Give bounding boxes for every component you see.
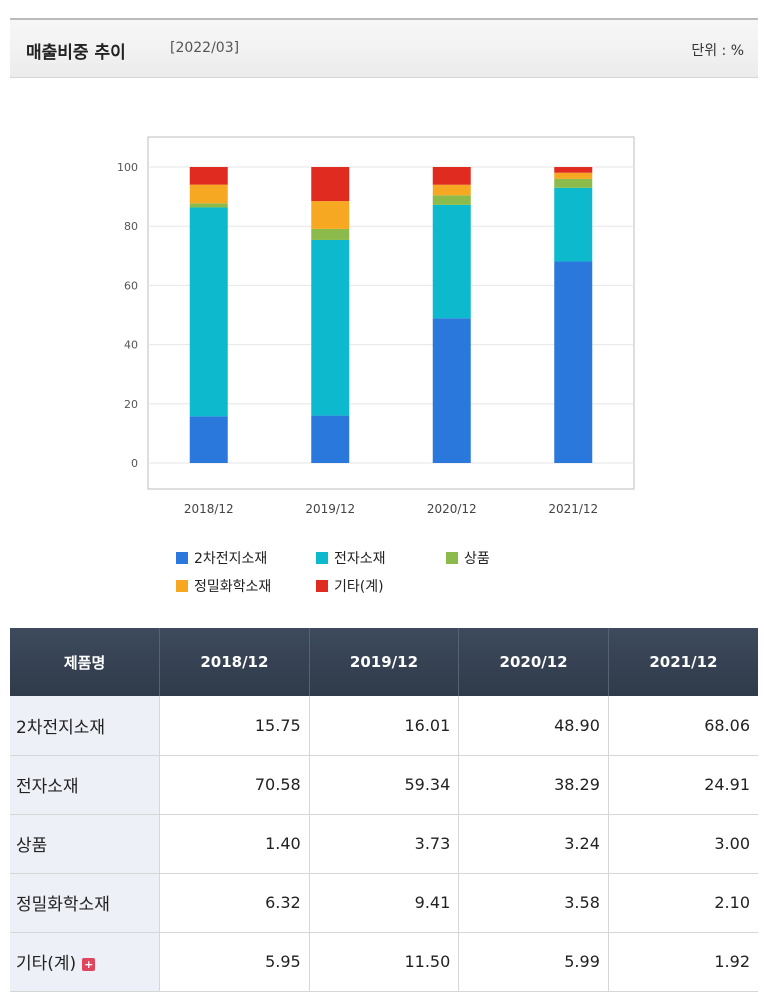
table-row: 정밀화학소재 6.32 9.41 3.58 2.10 (10, 873, 758, 933)
legend-label: 기타(계) (334, 579, 384, 595)
bar-segment (554, 261, 593, 463)
cell-value: 2.10 (608, 873, 758, 933)
header-2019: 2019/12 (309, 628, 460, 696)
plot-area (147, 136, 635, 490)
row-name: 2차전지소재 (10, 696, 161, 756)
table-row: 상품 1.40 3.73 3.24 3.00 (10, 814, 758, 874)
cell-value: 11.50 (309, 932, 460, 992)
legend-label: 2차전지소재 (194, 551, 268, 567)
cell-value: 3.58 (458, 873, 609, 933)
legend-swatch (316, 580, 328, 592)
bar-segment (554, 178, 593, 188)
bar-segment (432, 184, 471, 196)
cell-value: 3.24 (458, 814, 609, 874)
y-tick-label: 0 (131, 457, 138, 470)
bar-segment (554, 187, 593, 262)
legend-label: 상품 (464, 551, 490, 567)
cell-value: 5.99 (458, 932, 609, 992)
y-tick-label: 20 (124, 398, 138, 411)
table-row: 기타(계) + 5.95 11.50 5.99 1.92 (10, 932, 758, 992)
row-name: 정밀화학소재 (10, 873, 161, 933)
legend-item: 2차전지소재 (176, 548, 267, 568)
table-header-row: 제품명 2018/12 2019/12 2020/12 2021/12 (10, 628, 758, 696)
cell-value: 59.34 (309, 755, 460, 815)
bar-segment (432, 195, 471, 205)
legend-swatch (176, 552, 188, 564)
cell-value: 38.29 (458, 755, 609, 815)
bar-segment (432, 167, 471, 185)
row-name-others: 기타(계) + (10, 932, 161, 992)
bar-segment (189, 184, 228, 204)
section-header: 매출비중 추이 [2022/03] 단위 : % (10, 18, 758, 78)
cell-value: 6.32 (159, 873, 310, 933)
legend-item: 정밀화학소재 (176, 576, 271, 596)
report-date: [2022/03] (170, 40, 240, 56)
cell-value: 16.01 (309, 696, 460, 756)
row-name: 기타(계) (16, 954, 77, 974)
bar-segment (311, 201, 350, 229)
bar-segment (311, 239, 350, 416)
x-tick-label: 2018/12 (184, 502, 234, 516)
header-2021: 2021/12 (608, 628, 758, 696)
section-title: 매출비중 추이 (26, 43, 126, 63)
cell-value: 68.06 (608, 696, 758, 756)
legend-item: 기타(계) (316, 576, 384, 596)
cell-value: 48.90 (458, 696, 609, 756)
header-product-name: 제품명 (10, 628, 161, 696)
table-row: 2차전지소재 15.75 16.01 48.90 68.06 (10, 696, 758, 756)
bar-segment (189, 416, 228, 463)
legend-label: 정밀화학소재 (194, 579, 272, 595)
cell-value: 3.00 (608, 814, 758, 874)
cell-value: 1.92 (608, 932, 758, 992)
y-tick-label: 100 (117, 161, 138, 174)
bar-segment (189, 167, 228, 185)
bar-segment (554, 172, 593, 179)
bar-segment (189, 203, 228, 208)
bar-segment (311, 167, 350, 202)
legend-swatch (176, 580, 188, 592)
table-row: 전자소재 70.58 59.34 38.29 24.91 (10, 755, 758, 815)
unit-label: 단위 : % (691, 43, 744, 59)
legend-item: 상품 (446, 548, 490, 568)
bar-segment (432, 204, 471, 319)
cell-value: 5.95 (159, 932, 310, 992)
cell-value: 9.41 (309, 873, 460, 933)
x-tick-label: 2019/12 (305, 502, 355, 516)
bar-segment (311, 228, 350, 240)
stacked-bar-chart: 0 20 40 60 80 100 2018/12 2019/12 2020/12 2021/12 (117, 136, 635, 516)
cell-value: 70.58 (159, 755, 310, 815)
legend-swatch (446, 552, 458, 564)
legend-item: 전자소재 (316, 548, 386, 568)
y-tick-label: 60 (124, 279, 138, 292)
sales-share-table: 제품명 2018/12 2019/12 2020/12 2021/12 2차전지… (10, 628, 758, 992)
cell-value: 1.40 (159, 814, 310, 874)
plus-icon[interactable]: + (82, 957, 96, 971)
x-tick-label: 2020/12 (427, 502, 477, 516)
bar-segment (554, 167, 593, 173)
cell-value: 15.75 (159, 696, 310, 756)
row-name: 전자소재 (10, 755, 161, 815)
y-tick-label: 80 (124, 220, 138, 233)
cell-value: 3.73 (309, 814, 460, 874)
legend-swatch (316, 552, 328, 564)
bar-segment (432, 318, 471, 463)
x-tick-label: 2021/12 (548, 502, 598, 516)
header-2018: 2018/12 (159, 628, 310, 696)
row-name: 상품 (10, 814, 161, 874)
y-tick-label: 40 (124, 339, 138, 352)
header-2020: 2020/12 (458, 628, 609, 696)
bar-segment (311, 415, 350, 463)
cell-value: 24.91 (608, 755, 758, 815)
legend-label: 전자소재 (334, 551, 386, 567)
bar-segment (189, 207, 228, 417)
